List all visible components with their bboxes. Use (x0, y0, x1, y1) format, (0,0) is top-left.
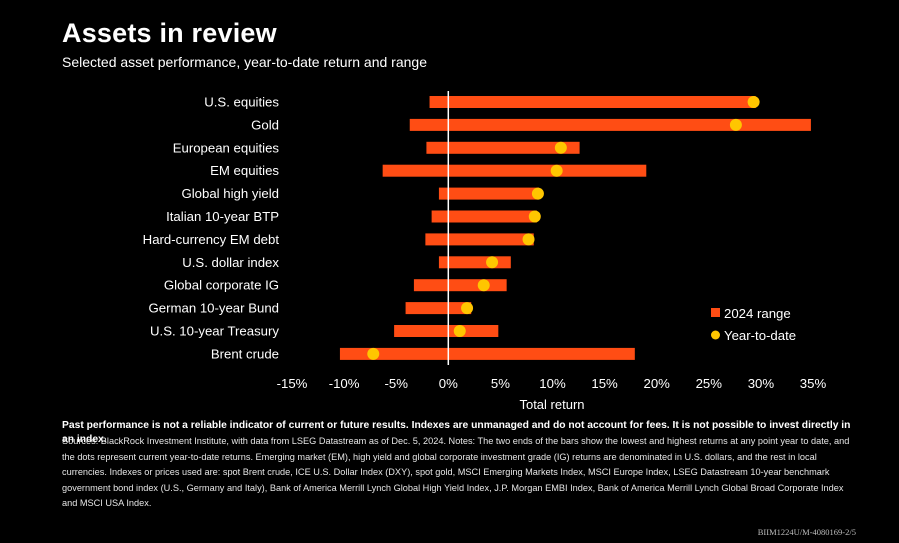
legend-range-swatch (711, 308, 720, 317)
category-label: Brent crude (211, 346, 279, 361)
range-bar (438, 187, 539, 200)
range-chart: U.S. equities Gold European equities EM equ… (143, 91, 827, 412)
disclaimer-text: Past performance is not a reliable indic… (62, 420, 851, 445)
ytd-dot (522, 233, 535, 246)
range-bar (339, 347, 635, 360)
ytd-dot (550, 164, 563, 177)
x-tick-label: 5% (491, 376, 510, 391)
ytd-dot (461, 302, 474, 315)
x-tick-label: 15% (591, 376, 618, 391)
range-bar (405, 302, 472, 315)
x-tick-label: 25% (696, 376, 723, 391)
ytd-dot (531, 187, 544, 200)
ytd-dot (528, 210, 541, 223)
range-bar (425, 233, 534, 246)
page-title: Assets in review (62, 18, 277, 48)
document-code: BIIM1224U/M-4080169-2/5 (757, 527, 856, 537)
ytd-dot (453, 325, 466, 337)
legend-ytd-label: Year-to-date (724, 328, 796, 343)
range-bar (394, 325, 499, 337)
range-bar (382, 164, 647, 177)
x-tick-label: 10% (539, 376, 566, 391)
x-tick-label: 35% (800, 376, 827, 391)
legend-range-label: 2024 range (724, 306, 791, 321)
ytd-dot (729, 118, 742, 131)
range-bar (413, 279, 507, 292)
ytd-dot (367, 347, 380, 360)
category-label: EM equities (210, 163, 279, 178)
range-bar (438, 256, 511, 269)
source-notes: Sources: BlackRock Investment Institute,… (62, 436, 850, 509)
ytd-dot (477, 279, 490, 292)
range-bar (429, 96, 756, 108)
x-tick-label: 0% (439, 376, 458, 391)
category-label: Gold (251, 117, 279, 132)
category-label: Global corporate IG (164, 278, 279, 293)
page-subtitle: Selected asset performance, year-to-date… (62, 54, 427, 70)
ytd-dot (747, 96, 760, 108)
range-bar (431, 210, 537, 223)
range-bar (409, 118, 811, 131)
x-tick-label: 20% (643, 376, 670, 391)
x-tick-label: -15% (277, 376, 308, 391)
category-label: German 10-year Bund (149, 301, 279, 316)
ytd-dot (486, 256, 499, 269)
category-label: Global high yield (181, 186, 279, 201)
legend-ytd-swatch (711, 330, 720, 340)
category-label: U.S. 10-year Treasury (150, 324, 279, 339)
x-tick-label: -5% (384, 376, 408, 391)
category-label: U.S. dollar index (182, 255, 279, 270)
x-tick-label: 30% (748, 376, 775, 391)
range-bar (426, 141, 580, 154)
category-label: Hard-currency EM debt (143, 232, 280, 247)
category-label: U.S. equities (204, 95, 279, 110)
category-label: European equities (173, 140, 280, 155)
category-label: Italian 10-year BTP (166, 209, 279, 224)
x-tick-label: -10% (329, 376, 360, 391)
ytd-dot (554, 141, 567, 154)
x-axis-title: Total return (519, 397, 584, 412)
